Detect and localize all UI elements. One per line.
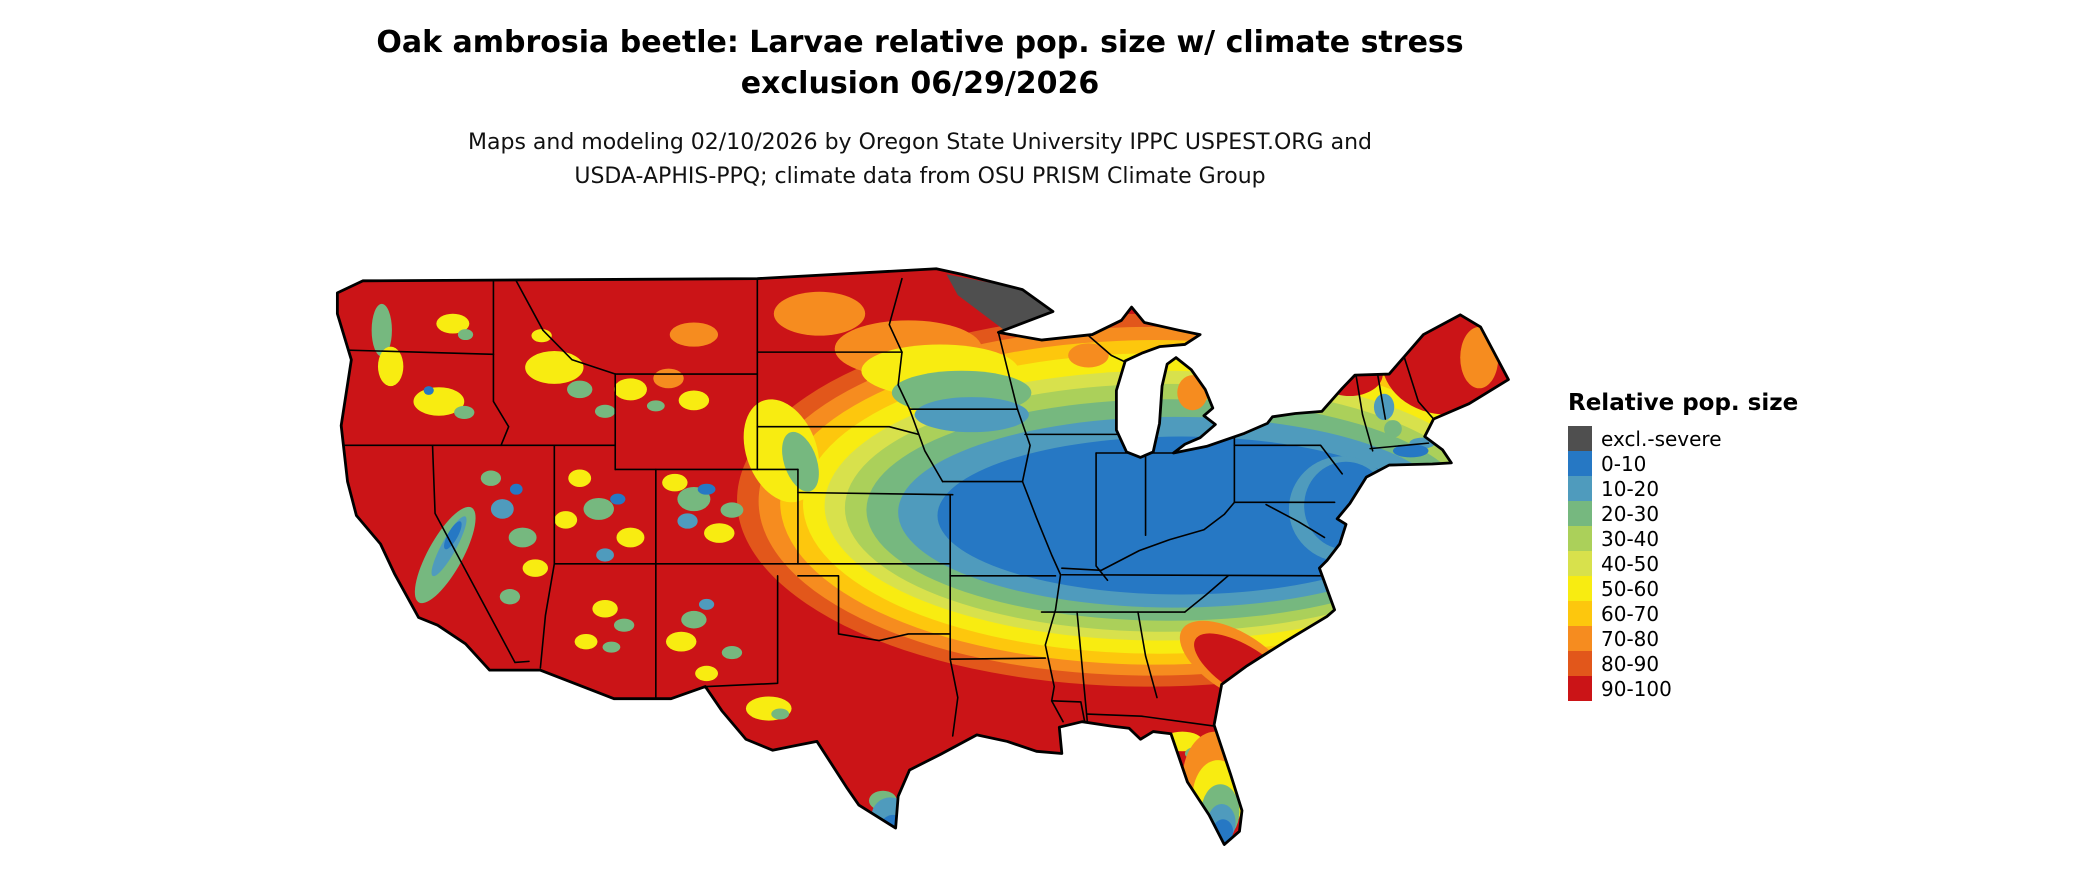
legend-row: 20-30: [1568, 501, 1798, 526]
map-title-line1: Oak ambrosia beetle: Larvae relative pop…: [376, 25, 1464, 60]
legend-row: 50-60: [1568, 576, 1798, 601]
us-outline: [337, 269, 1508, 845]
legend-swatch: [1568, 551, 1592, 576]
legend-title: Relative pop. size: [1568, 390, 1799, 416]
legend-label: excl.-severe: [1601, 426, 1722, 451]
legend-swatch: [1568, 476, 1592, 501]
legend-label: 30-40: [1601, 526, 1660, 551]
legend-label: 20-30: [1601, 501, 1660, 526]
map-title: Oak ambrosia beetle: Larvae relative pop…: [270, 22, 1570, 104]
legend-label: 0-10: [1601, 451, 1647, 476]
legend-label: 70-80: [1601, 626, 1660, 651]
us-map: [312, 226, 1530, 884]
raster-layers: [337, 268, 1509, 845]
legend-label: 80-90: [1601, 651, 1660, 676]
legend-entries: excl.-severe 0-10 10-20 20-30 30-40 40-5…: [1568, 426, 1798, 701]
map-subtitle: Maps and modeling 02/10/2026 by Oregon S…: [270, 126, 1570, 194]
legend-row: 10-20: [1568, 476, 1798, 501]
legend-row: 80-90: [1568, 651, 1798, 676]
map-subtitle-line2: USDA-APHIS-PPQ; climate data from OSU PR…: [574, 164, 1266, 189]
legend-label: 50-60: [1601, 576, 1660, 601]
state-borders: [340, 279, 1434, 736]
legend: Relative pop. size excl.-severe 0-10 10-…: [1568, 390, 1798, 701]
legend-row: 30-40: [1568, 526, 1798, 551]
legend-row: excl.-severe: [1568, 426, 1798, 451]
map-titles: Oak ambrosia beetle: Larvae relative pop…: [270, 22, 1570, 194]
us-map-svg: [312, 226, 1530, 884]
legend-row: 40-50: [1568, 551, 1798, 576]
legend-swatch: [1568, 526, 1592, 551]
legend-swatch: [1568, 426, 1592, 451]
legend-row: 70-80: [1568, 626, 1798, 651]
legend-label: 10-20: [1601, 476, 1660, 501]
legend-row: 0-10: [1568, 451, 1798, 476]
legend-label: 90-100: [1601, 676, 1672, 701]
map-title-line2: exclusion 06/29/2026: [740, 66, 1100, 101]
legend-swatch: [1568, 626, 1592, 651]
legend-label: 60-70: [1601, 601, 1660, 626]
legend-swatch: [1568, 676, 1592, 701]
legend-label: 40-50: [1601, 551, 1660, 576]
legend-swatch: [1568, 501, 1592, 526]
map-subtitle-line1: Maps and modeling 02/10/2026 by Oregon S…: [468, 130, 1372, 155]
legend-row: 90-100: [1568, 676, 1798, 701]
legend-swatch: [1568, 651, 1592, 676]
legend-swatch: [1568, 576, 1592, 601]
legend-row: 60-70: [1568, 601, 1798, 626]
legend-swatch: [1568, 601, 1592, 626]
legend-swatch: [1568, 451, 1592, 476]
